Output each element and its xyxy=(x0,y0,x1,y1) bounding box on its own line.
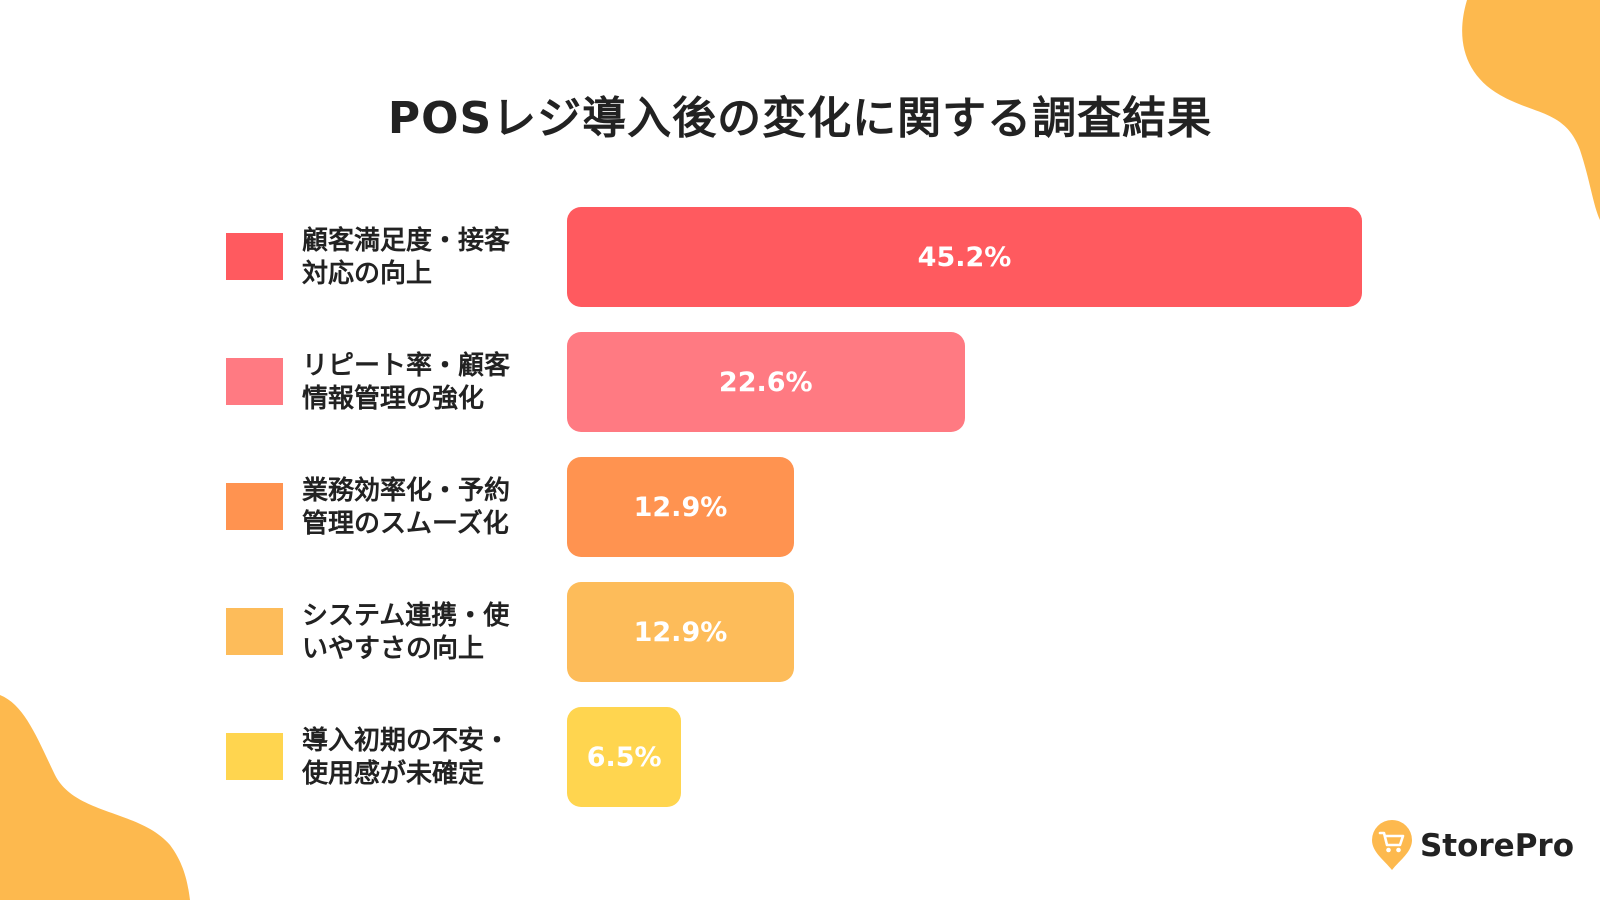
legend-swatch xyxy=(226,233,283,280)
chart-row: システム連携・使 いやすさの向上 12.9% xyxy=(0,582,1600,682)
brand-logo: StorePro xyxy=(1370,820,1574,872)
chart-row: 業務効率化・予約 管理のスムーズ化 12.9% xyxy=(0,457,1600,557)
bar: 12.9% xyxy=(567,582,794,682)
legend-swatch xyxy=(226,358,283,405)
brand-name: StorePro xyxy=(1419,828,1574,864)
legend-swatch xyxy=(226,733,283,780)
category-label: システム連携・使 いやすさの向上 xyxy=(302,601,510,664)
bar-value-label: 22.6% xyxy=(718,366,813,398)
chart-row: 顧客満足度・接客 対応の向上 45.2% xyxy=(0,207,1600,307)
bar-value-label: 12.9% xyxy=(633,616,728,648)
chart-row: リピート率・顧客 情報管理の強化 22.6% xyxy=(0,332,1600,432)
category-label: 顧客満足度・接客 対応の向上 xyxy=(302,226,511,289)
chart-title: POSレジ導入後の変化に関する調査結果 xyxy=(387,93,1213,144)
corner-decoration-top-right xyxy=(1462,0,1600,220)
bar: 22.6% xyxy=(567,332,965,432)
cart-pin-icon xyxy=(1371,820,1412,870)
legend-swatch xyxy=(226,608,283,655)
bar: 12.9% xyxy=(567,457,794,557)
category-label: 導入初期の不安・ 使用感が未確定 xyxy=(302,726,511,789)
bar: 6.5% xyxy=(567,707,682,807)
corner-decoration-bottom-left xyxy=(0,695,190,900)
bar-value-label: 12.9% xyxy=(633,491,728,523)
chart-row: 導入初期の不安・ 使用感が未確定 6.5% xyxy=(0,707,1600,807)
bar-value-label: 45.2% xyxy=(917,241,1012,273)
bar-value-label: 6.5% xyxy=(586,741,662,773)
bar: 45.2% xyxy=(567,207,1362,307)
category-label: 業務効率化・予約 管理のスムーズ化 xyxy=(302,476,511,539)
legend-swatch xyxy=(226,483,283,530)
category-label: リピート率・顧客 情報管理の強化 xyxy=(302,351,511,414)
